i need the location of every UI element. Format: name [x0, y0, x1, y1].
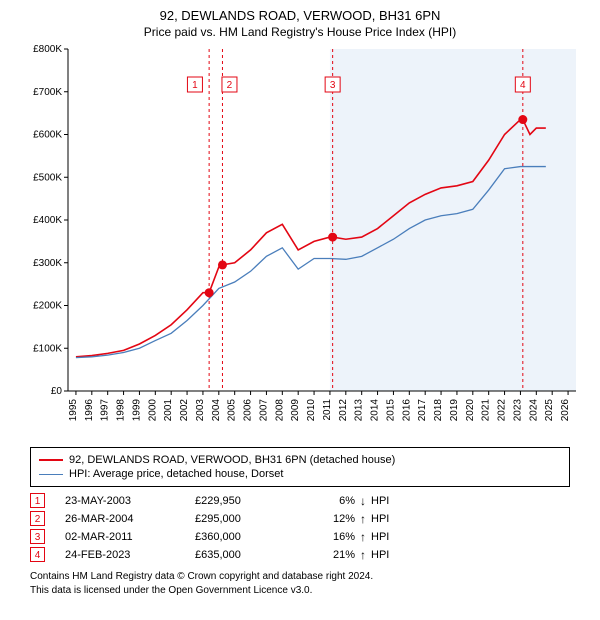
svg-text:2003: 2003 [195, 399, 206, 422]
footer-line1: Contains HM Land Registry data © Crown c… [30, 570, 570, 584]
title-line2: Price paid vs. HM Land Registry's House … [10, 25, 590, 39]
event-price: £635,000 [195, 549, 305, 561]
legend-item: 92, DEWLANDS ROAD, VERWOOD, BH31 6PN (de… [39, 454, 561, 466]
legend-line [39, 474, 63, 475]
svg-text:2008: 2008 [274, 399, 285, 422]
event-arrow-icon: ↑ [355, 512, 371, 526]
event-num: 3 [30, 529, 45, 544]
svg-text:2007: 2007 [258, 399, 269, 422]
svg-text:2016: 2016 [401, 399, 412, 422]
svg-text:2009: 2009 [290, 399, 301, 422]
svg-text:£700K: £700K [33, 87, 62, 98]
event-price: £295,000 [195, 513, 305, 525]
svg-text:2011: 2011 [322, 399, 333, 421]
svg-text:2015: 2015 [385, 399, 396, 422]
event-pct: 21% [305, 549, 355, 561]
title-line1: 92, DEWLANDS ROAD, VERWOOD, BH31 6PN [10, 8, 590, 23]
event-index-label: HPI [371, 531, 389, 543]
svg-text:1: 1 [192, 80, 198, 91]
svg-text:2004: 2004 [211, 399, 222, 422]
event-row: 4 24-FEB-2023£635,00021%↑HPI [30, 547, 570, 562]
event-row: 1 23-MAY-2003£229,9506%↓HPI [30, 493, 570, 508]
svg-text:2020: 2020 [465, 399, 476, 422]
chart-svg: £0 £100K £200K £300K £400K £500K £600K £700K £80… [20, 45, 580, 395]
event-pct: 16% [305, 531, 355, 543]
svg-text:2002: 2002 [179, 399, 190, 422]
svg-text:£500K: £500K [33, 172, 62, 183]
svg-text:1995: 1995 [68, 399, 79, 422]
svg-text:2024: 2024 [528, 399, 539, 422]
event-index-label: HPI [371, 513, 389, 525]
svg-text:2026: 2026 [560, 399, 571, 422]
event-price: £360,000 [195, 531, 305, 543]
legend: 92, DEWLANDS ROAD, VERWOOD, BH31 6PN (de… [30, 447, 570, 487]
svg-text:£400K: £400K [33, 215, 62, 226]
legend-item: HPI: Average price, detached house, Dors… [39, 468, 561, 480]
svg-text:2005: 2005 [227, 399, 238, 422]
event-price: £229,950 [195, 495, 305, 507]
svg-text:2006: 2006 [243, 399, 254, 422]
event-num: 1 [30, 493, 45, 508]
svg-text:2014: 2014 [370, 399, 381, 422]
svg-text:2001: 2001 [163, 399, 174, 422]
event-row: 2 26-MAR-2004£295,00012%↑HPI [30, 511, 570, 526]
footer: Contains HM Land Registry data © Crown c… [30, 570, 570, 597]
legend-line [39, 459, 63, 461]
svg-text:2013: 2013 [354, 399, 365, 422]
svg-text:1996: 1996 [84, 399, 95, 422]
event-pct: 6% [305, 495, 355, 507]
svg-text:2018: 2018 [433, 399, 444, 422]
svg-text:2025: 2025 [544, 399, 555, 422]
event-date: 02-MAR-2011 [65, 531, 195, 543]
svg-text:1999: 1999 [131, 399, 142, 422]
event-pct: 12% [305, 513, 355, 525]
svg-text:2012: 2012 [338, 399, 349, 422]
svg-text:2023: 2023 [512, 399, 523, 422]
svg-text:1998: 1998 [116, 399, 127, 422]
legend-label: 92, DEWLANDS ROAD, VERWOOD, BH31 6PN (de… [69, 454, 395, 466]
event-num: 4 [30, 547, 45, 562]
svg-text:3: 3 [330, 80, 336, 91]
svg-text:£200K: £200K [33, 301, 62, 312]
event-num: 2 [30, 511, 45, 526]
svg-text:2021: 2021 [481, 399, 492, 422]
event-arrow-icon: ↑ [355, 548, 371, 562]
event-index-label: HPI [371, 495, 389, 507]
event-arrow-icon: ↓ [355, 494, 371, 508]
event-row: 3 02-MAR-2011£360,00016%↑HPI [30, 529, 570, 544]
svg-text:2: 2 [227, 80, 233, 91]
svg-text:£800K: £800K [33, 44, 62, 55]
svg-text:2000: 2000 [147, 399, 158, 422]
svg-text:2019: 2019 [449, 399, 460, 422]
event-arrow-icon: ↑ [355, 530, 371, 544]
svg-text:£600K: £600K [33, 130, 62, 141]
svg-text:4: 4 [520, 80, 526, 91]
svg-text:£300K: £300K [33, 258, 62, 269]
event-date: 23-MAY-2003 [65, 495, 195, 507]
title-block: 92, DEWLANDS ROAD, VERWOOD, BH31 6PN Pri… [10, 8, 590, 39]
event-date: 26-MAR-2004 [65, 513, 195, 525]
event-index-label: HPI [371, 549, 389, 561]
footer-line2: This data is licensed under the Open Gov… [30, 584, 570, 598]
event-date: 24-FEB-2023 [65, 549, 195, 561]
svg-text:2010: 2010 [306, 399, 317, 422]
svg-text:£0: £0 [51, 386, 63, 397]
chart: £0 £100K £200K £300K £400K £500K £600K £700K £80… [20, 45, 580, 395]
events-table: 123-MAY-2003£229,9506%↓HPI226-MAR-2004£2… [30, 493, 570, 562]
svg-text:£100K: £100K [33, 343, 62, 354]
svg-text:2017: 2017 [417, 399, 428, 422]
legend-label: HPI: Average price, detached house, Dors… [69, 468, 283, 480]
figure: 92, DEWLANDS ROAD, VERWOOD, BH31 6PN Pri… [0, 0, 600, 620]
svg-text:2022: 2022 [497, 399, 508, 422]
svg-text:1997: 1997 [100, 399, 111, 422]
